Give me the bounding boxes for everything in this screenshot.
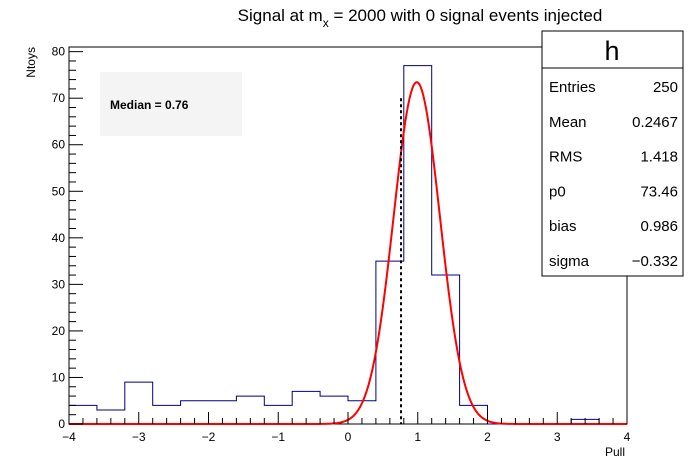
stats-row-value: 0.986 [640,218,678,235]
y-tick-label: 70 [52,91,66,105]
stats-row-label: Mean [549,114,587,131]
stats-row-label: Entries [549,79,596,96]
stats-row-value: 73.46 [640,183,678,200]
histogram-bin [432,275,460,424]
title-main: Signal at m [238,6,323,25]
median-label-box [100,72,242,136]
x-tick-label: 4 [624,430,631,444]
chart-title: Signal at mx = 2000 with 0 signal events… [238,6,603,30]
x-axis-label: Pull [605,445,625,459]
y-tick-label: 50 [52,184,66,198]
y-tick-label: 30 [52,277,66,291]
stats-row-value: 0.2467 [632,114,678,131]
y-tick-label: 80 [52,45,66,59]
median-label: Median = 0.76 [110,98,189,112]
stats-row-label: RMS [549,149,582,166]
x-tick-label: 1 [414,430,421,444]
y-tick-label: 10 [52,370,66,384]
x-tick-label: −3 [132,430,146,444]
stats-row-label: bias [549,218,577,235]
stats-title: h [604,36,619,66]
stats-row-value: −0.332 [632,253,678,270]
y-tick-label: 0 [58,417,65,431]
x-tick-label: −1 [271,430,285,444]
title-rest: = 2000 with 0 signal events injected [329,6,603,25]
y-tick-label: 40 [52,231,66,245]
y-axis-label: Ntoys [24,47,38,78]
stats-row-label: sigma [549,253,590,270]
x-tick-label: 0 [345,430,352,444]
x-tick-label: 3 [554,430,561,444]
title-subscript: x [323,16,329,30]
stats-rows: Entries 250 Mean 0.2467 RMS 1.418 p0 73.46 bias 0… [549,79,678,270]
stats-row-value: 250 [653,79,678,96]
y-tick-label: 20 [52,324,66,338]
stats-row-value: 1.418 [640,149,678,166]
stats-row-label: p0 [549,183,566,200]
stats-box: h Entries 250 Mean 0.2467 RMS 1.418 p0 73.46 bia… [541,30,684,277]
x-tick-label: −2 [202,430,216,444]
histogram-bin [376,261,404,424]
y-tick-label: 60 [52,138,66,152]
x-tick-label: −4 [62,430,76,444]
x-tick-label: 2 [484,430,491,444]
